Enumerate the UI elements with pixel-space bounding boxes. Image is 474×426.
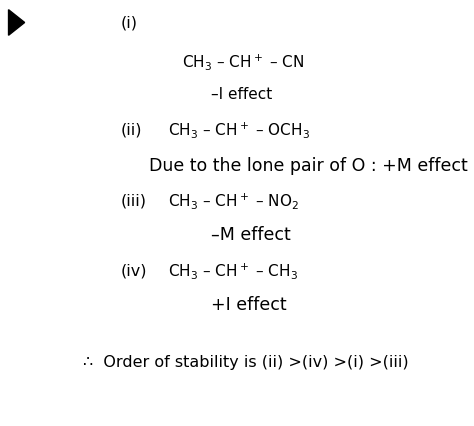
Text: –I effect: –I effect — [211, 87, 272, 102]
Text: (iii): (iii) — [121, 193, 147, 208]
Text: CH$_3$ – CH$^+$ – OCH$_3$: CH$_3$ – CH$^+$ – OCH$_3$ — [168, 120, 310, 140]
Text: ∴  Order of stability is (ii) >(iv) >(i) >(iii): ∴ Order of stability is (ii) >(iv) >(i) … — [83, 354, 409, 370]
Text: Due to the lone pair of O : +M effect: Due to the lone pair of O : +M effect — [149, 156, 468, 174]
Text: –M effect: –M effect — [211, 225, 291, 243]
Text: CH$_3$ – CH$^+$ – CH$_3$: CH$_3$ – CH$^+$ – CH$_3$ — [168, 261, 299, 280]
Text: CH$_3$ – CH$^+$ – CN: CH$_3$ – CH$^+$ – CN — [182, 52, 305, 72]
Text: CH$_3$ – CH$^+$ – NO$_2$: CH$_3$ – CH$^+$ – NO$_2$ — [168, 190, 300, 210]
Text: (iv): (iv) — [121, 263, 147, 278]
Text: +I effect: +I effect — [211, 296, 287, 314]
Polygon shape — [9, 11, 25, 36]
Text: (ii): (ii) — [121, 122, 142, 138]
Text: (i): (i) — [121, 16, 138, 31]
